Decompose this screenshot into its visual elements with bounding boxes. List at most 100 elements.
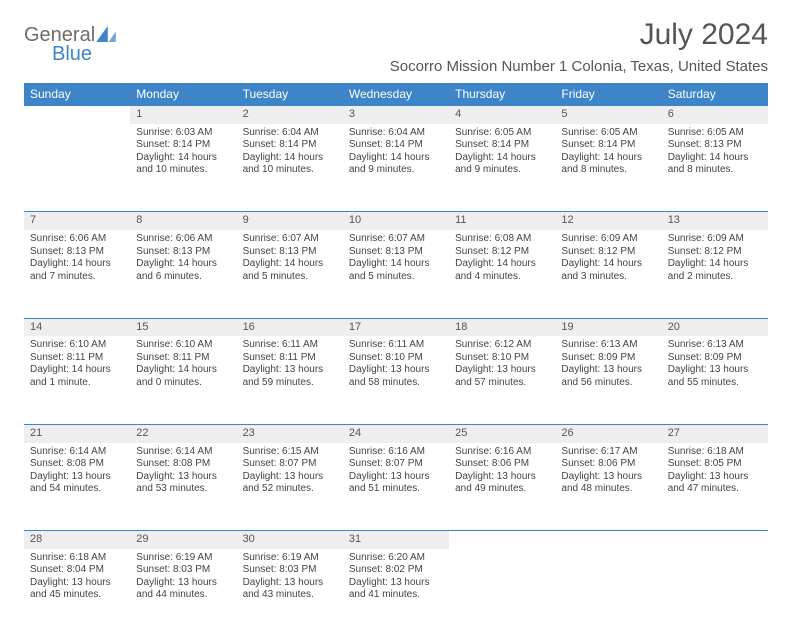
- calendar-page: GeneralBlue July 2024 Socorro Mission Nu…: [0, 0, 792, 637]
- calendar-table: Sunday Monday Tuesday Wednesday Thursday…: [24, 83, 768, 637]
- sunset-text: Sunset: 8:13 PM: [136, 246, 230, 259]
- day-content-cell: Sunrise: 6:16 AMSunset: 8:07 PMDaylight:…: [343, 443, 449, 531]
- dl1-text: Daylight: 14 hours: [455, 258, 549, 271]
- sunrise-text: Sunrise: 6:14 AM: [30, 446, 124, 459]
- dl1-text: Daylight: 13 hours: [668, 471, 762, 484]
- dl2-text: and 1 minute.: [30, 377, 124, 390]
- day-number-cell: [555, 531, 661, 549]
- day-content-cell: Sunrise: 6:14 AMSunset: 8:08 PMDaylight:…: [24, 443, 130, 531]
- dl2-text: and 5 minutes.: [243, 271, 337, 284]
- sunrise-text: Sunrise: 6:19 AM: [136, 552, 230, 565]
- dl2-text: and 51 minutes.: [349, 483, 443, 496]
- day-content-cell: Sunrise: 6:19 AMSunset: 8:03 PMDaylight:…: [237, 549, 343, 637]
- day-number: 11: [455, 214, 466, 226]
- day-content-row: Sunrise: 6:14 AMSunset: 8:08 PMDaylight:…: [24, 443, 768, 531]
- day-content-cell: Sunrise: 6:18 AMSunset: 8:04 PMDaylight:…: [24, 549, 130, 637]
- day-content-cell: Sunrise: 6:13 AMSunset: 8:09 PMDaylight:…: [555, 336, 661, 424]
- sunset-text: Sunset: 8:08 PM: [30, 458, 124, 471]
- dl2-text: and 49 minutes.: [455, 483, 549, 496]
- dl2-text: and 48 minutes.: [561, 483, 655, 496]
- day-number-cell: 29: [130, 531, 236, 549]
- sunset-text: Sunset: 8:11 PM: [243, 352, 337, 365]
- dl2-text: and 47 minutes.: [668, 483, 762, 496]
- dl1-text: Daylight: 14 hours: [30, 364, 124, 377]
- dl2-text: and 43 minutes.: [243, 589, 337, 602]
- day-number: 5: [561, 108, 567, 120]
- day-number: 23: [243, 427, 255, 439]
- dl1-text: Daylight: 13 hours: [455, 364, 549, 377]
- day-number-cell: 23: [237, 424, 343, 442]
- dl1-text: Daylight: 13 hours: [30, 577, 124, 590]
- dl2-text: and 55 minutes.: [668, 377, 762, 390]
- day-content-cell: Sunrise: 6:16 AMSunset: 8:06 PMDaylight:…: [449, 443, 555, 531]
- day-content-cell: Sunrise: 6:11 AMSunset: 8:11 PMDaylight:…: [237, 336, 343, 424]
- day-number-cell: 16: [237, 318, 343, 336]
- day-number-cell: 12: [555, 212, 661, 230]
- day-content-cell: Sunrise: 6:06 AMSunset: 8:13 PMDaylight:…: [24, 230, 130, 318]
- day-number-cell: 27: [662, 424, 768, 442]
- day-number-cell: 28: [24, 531, 130, 549]
- sunset-text: Sunset: 8:13 PM: [30, 246, 124, 259]
- sunrise-text: Sunrise: 6:19 AM: [243, 552, 337, 565]
- day-number: 27: [668, 427, 680, 439]
- day-number: 4: [455, 108, 461, 120]
- day-number-cell: 15: [130, 318, 236, 336]
- sunset-text: Sunset: 8:06 PM: [455, 458, 549, 471]
- day-header: Sunday: [24, 83, 130, 106]
- sunset-text: Sunset: 8:08 PM: [136, 458, 230, 471]
- sunset-text: Sunset: 8:13 PM: [243, 246, 337, 259]
- dl2-text: and 0 minutes.: [136, 377, 230, 390]
- dl2-text: and 5 minutes.: [349, 271, 443, 284]
- day-number: 16: [243, 321, 255, 333]
- day-number-cell: 26: [555, 424, 661, 442]
- day-content-cell: Sunrise: 6:14 AMSunset: 8:08 PMDaylight:…: [130, 443, 236, 531]
- day-number: 7: [30, 214, 36, 226]
- sunset-text: Sunset: 8:14 PM: [136, 139, 230, 152]
- sunrise-text: Sunrise: 6:04 AM: [243, 127, 337, 140]
- day-number-cell: 13: [662, 212, 768, 230]
- day-content-row: Sunrise: 6:06 AMSunset: 8:13 PMDaylight:…: [24, 230, 768, 318]
- day-number-cell: [449, 531, 555, 549]
- dl2-text: and 9 minutes.: [455, 164, 549, 177]
- sunset-text: Sunset: 8:09 PM: [668, 352, 762, 365]
- sunrise-text: Sunrise: 6:06 AM: [30, 233, 124, 246]
- sunrise-text: Sunrise: 6:07 AM: [243, 233, 337, 246]
- day-number-cell: 7: [24, 212, 130, 230]
- day-content-cell: Sunrise: 6:09 AMSunset: 8:12 PMDaylight:…: [662, 230, 768, 318]
- day-content-cell: Sunrise: 6:15 AMSunset: 8:07 PMDaylight:…: [237, 443, 343, 531]
- dl2-text: and 9 minutes.: [349, 164, 443, 177]
- day-number-cell: [24, 106, 130, 124]
- day-content-cell: Sunrise: 6:17 AMSunset: 8:06 PMDaylight:…: [555, 443, 661, 531]
- day-number: 8: [136, 214, 142, 226]
- sunrise-text: Sunrise: 6:10 AM: [136, 339, 230, 352]
- day-number: 17: [349, 321, 361, 333]
- sunrise-text: Sunrise: 6:05 AM: [561, 127, 655, 140]
- day-number: 12: [561, 214, 573, 226]
- day-content-cell: Sunrise: 6:10 AMSunset: 8:11 PMDaylight:…: [130, 336, 236, 424]
- dl2-text: and 2 minutes.: [668, 271, 762, 284]
- sunrise-text: Sunrise: 6:20 AM: [349, 552, 443, 565]
- day-content-cell: Sunrise: 6:20 AMSunset: 8:02 PMDaylight:…: [343, 549, 449, 637]
- sunrise-text: Sunrise: 6:05 AM: [668, 127, 762, 140]
- logo: GeneralBlue: [24, 18, 116, 66]
- sunrise-text: Sunrise: 6:15 AM: [243, 446, 337, 459]
- day-content-cell: Sunrise: 6:11 AMSunset: 8:10 PMDaylight:…: [343, 336, 449, 424]
- sunset-text: Sunset: 8:03 PM: [243, 564, 337, 577]
- day-number-cell: 11: [449, 212, 555, 230]
- dl2-text: and 58 minutes.: [349, 377, 443, 390]
- sunset-text: Sunset: 8:07 PM: [349, 458, 443, 471]
- dl1-text: Daylight: 14 hours: [136, 152, 230, 165]
- dl2-text: and 4 minutes.: [455, 271, 549, 284]
- day-number: 10: [349, 214, 361, 226]
- sunrise-text: Sunrise: 6:16 AM: [455, 446, 549, 459]
- day-number-row: 28293031: [24, 531, 768, 549]
- day-content-row: Sunrise: 6:10 AM Sunset: 8:11 PM Daylight:…: [24, 336, 768, 424]
- dl1-text: Daylight: 13 hours: [455, 471, 549, 484]
- day-number-cell: 21: [24, 424, 130, 442]
- day-number-cell: 14: [24, 318, 130, 336]
- sunset-text: Sunset: 8:14 PM: [243, 139, 337, 152]
- day-content-cell: [449, 549, 555, 637]
- day-number-cell: 2: [237, 106, 343, 124]
- dl2-text: and 44 minutes.: [136, 589, 230, 602]
- day-content-cell: Sunrise: 6:10 AMSunset: 8:11 PMDaylight:…: [24, 336, 130, 424]
